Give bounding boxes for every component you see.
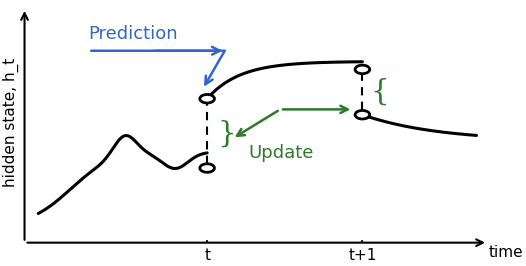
Text: time: time — [488, 245, 523, 260]
Text: }: } — [217, 119, 236, 147]
Circle shape — [200, 164, 215, 172]
Y-axis label: hidden state, h_t: hidden state, h_t — [3, 58, 19, 187]
Circle shape — [200, 94, 215, 103]
Text: Update: Update — [248, 144, 313, 162]
Text: {: { — [371, 78, 389, 106]
Circle shape — [355, 110, 370, 119]
Text: Prediction: Prediction — [88, 25, 178, 43]
Circle shape — [355, 65, 370, 74]
